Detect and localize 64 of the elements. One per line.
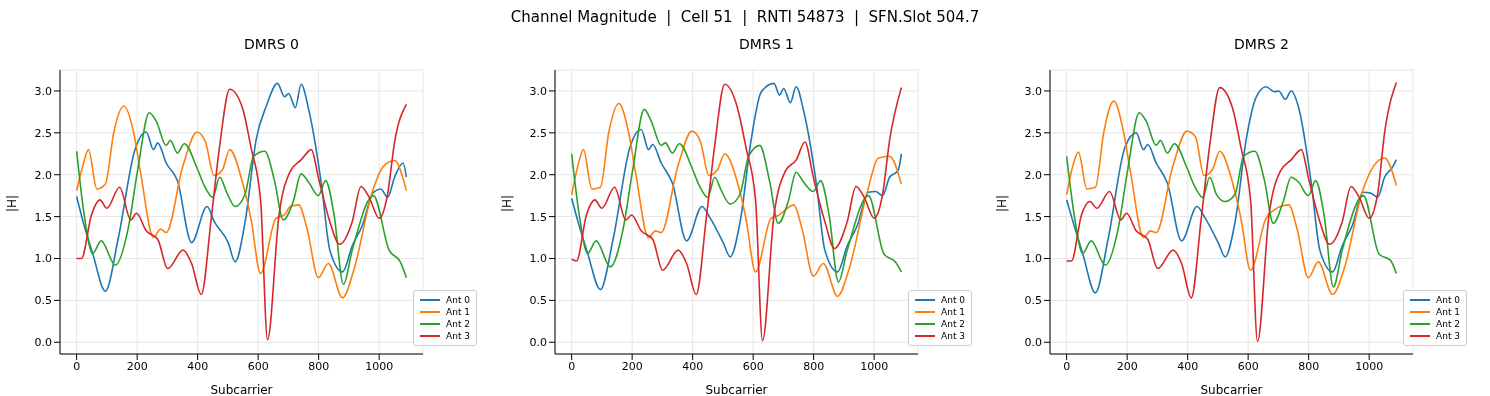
x-tick-label: 200 xyxy=(621,359,643,373)
x-tick-label: 1000 xyxy=(365,359,394,373)
x-tick-label: 200 xyxy=(1116,359,1138,373)
x-tick-label: 1000 xyxy=(1355,359,1384,373)
x-tick-label: 400 xyxy=(187,359,209,373)
legend-label: Ant 0 xyxy=(446,294,470,306)
y-tick-label: 3.0 xyxy=(529,84,547,98)
y-tick-label: 2.0 xyxy=(1024,168,1042,182)
x-tick-label: 400 xyxy=(1177,359,1199,373)
y-tick-label: 2.5 xyxy=(34,126,52,140)
y-tick-label: 2.5 xyxy=(1024,126,1042,140)
x-tick-label: 600 xyxy=(247,359,269,373)
y-axis-title: |H| xyxy=(995,194,1010,212)
chart-title: DMRS 1 xyxy=(738,36,795,52)
x-tick-label: 800 xyxy=(308,359,330,373)
y-tick-label: 0.0 xyxy=(1024,336,1042,350)
y-tick-label: 2.5 xyxy=(529,126,547,140)
y-tick-label: 0.0 xyxy=(34,336,52,350)
legend-label: Ant 2 xyxy=(446,318,470,330)
y-tick-label: 1.0 xyxy=(34,252,52,266)
x-tick-label: 800 xyxy=(803,359,825,373)
x-tick-label: 0 xyxy=(568,359,576,373)
y-tick-label: 1.0 xyxy=(1024,252,1042,266)
y-tick-label: 2.0 xyxy=(34,168,52,182)
y-tick-label: 3.0 xyxy=(1024,84,1042,98)
x-tick-label: 800 xyxy=(1298,359,1320,373)
legend-label: Ant 2 xyxy=(1436,318,1460,330)
legend-label: Ant 3 xyxy=(446,330,470,342)
legend-label: Ant 1 xyxy=(1436,306,1460,318)
legend-label: Ant 3 xyxy=(941,330,965,342)
x-tick-label: 600 xyxy=(1237,359,1259,373)
y-tick-label: 0.5 xyxy=(1024,294,1042,308)
x-axis-title: Subcarrier xyxy=(1200,383,1263,396)
y-tick-label: 2.0 xyxy=(529,168,547,182)
x-tick-label: 0 xyxy=(73,359,81,373)
legend-label: Ant 3 xyxy=(1436,330,1460,342)
y-tick-label: 3.0 xyxy=(34,84,52,98)
y-tick-label: 0.0 xyxy=(529,336,547,350)
y-axis-title: |H| xyxy=(5,194,20,212)
y-tick-label: 0.5 xyxy=(34,294,52,308)
x-axis-title: Subcarrier xyxy=(705,383,768,396)
x-tick-label: 0 xyxy=(1063,359,1071,373)
y-tick-label: 1.5 xyxy=(34,210,52,224)
line-series xyxy=(1065,81,1398,343)
legend-label: Ant 1 xyxy=(941,306,965,318)
y-axis-title: |H| xyxy=(500,194,515,212)
legend-label: Ant 0 xyxy=(941,294,965,306)
chart-title: DMRS 2 xyxy=(1233,36,1290,52)
y-tick-label: 0.5 xyxy=(529,294,547,308)
line-series xyxy=(75,88,408,341)
y-tick-label: 1.5 xyxy=(529,210,547,224)
legend-label: Ant 0 xyxy=(1436,294,1460,306)
legend-label: Ant 1 xyxy=(446,306,470,318)
x-tick-label: 600 xyxy=(742,359,764,373)
text: Channel Magnitude | Cell 51 | RNTI 54873 | SFN.Slot 504.7 xyxy=(509,8,981,26)
x-tick-label: 400 xyxy=(682,359,704,373)
chart-title: DMRS 0 xyxy=(243,36,300,52)
x-tick-label: 200 xyxy=(126,359,148,373)
y-tick-label: 1.0 xyxy=(529,252,547,266)
x-tick-label: 1000 xyxy=(860,359,889,373)
x-axis-title: Subcarrier xyxy=(210,383,273,396)
line-series xyxy=(570,83,903,342)
legend-label: Ant 2 xyxy=(941,318,965,330)
y-tick-label: 1.5 xyxy=(1024,210,1042,224)
